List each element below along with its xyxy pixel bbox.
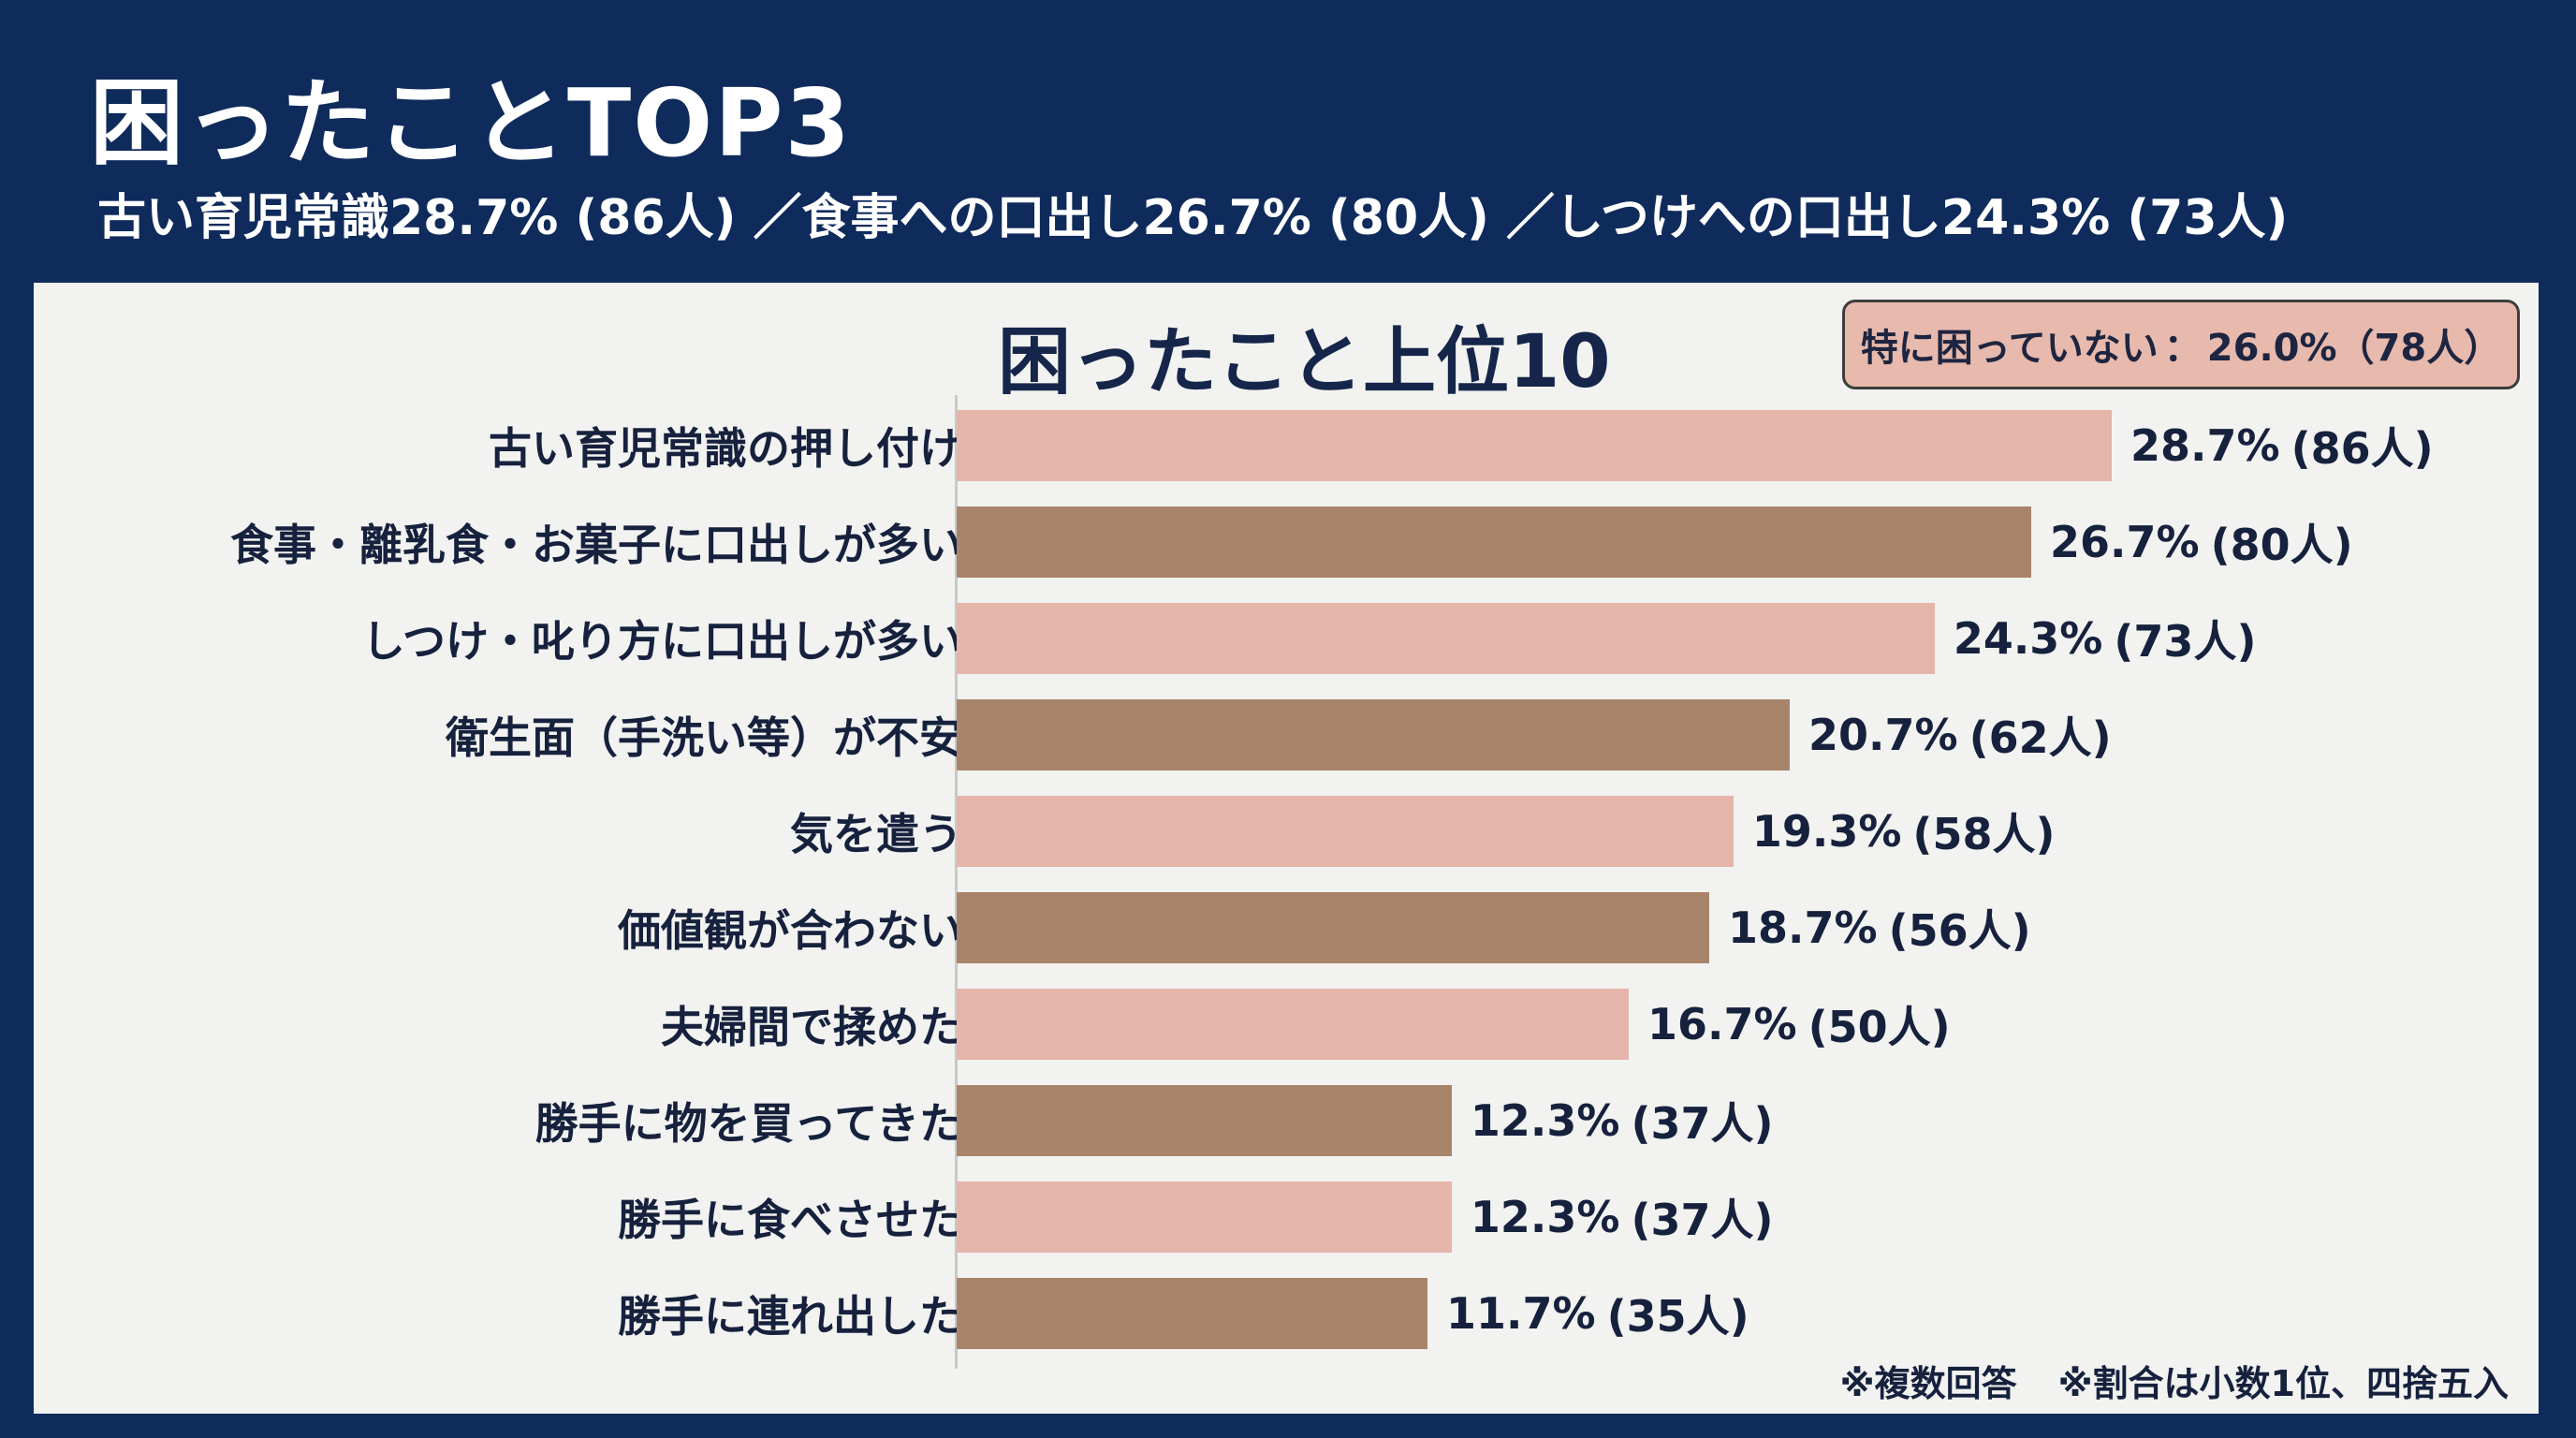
value-label: 26.7% (80人) xyxy=(2050,506,2353,578)
count-label: (86人) xyxy=(2291,423,2434,474)
percent-label: 18.7% xyxy=(1728,902,1878,953)
percent-label: 26.7% xyxy=(2050,517,2200,567)
value-label: 16.7% (50人) xyxy=(1647,989,1951,1060)
count-label: (58人) xyxy=(1912,809,2056,859)
percent-label: 16.7% xyxy=(1647,999,1797,1049)
callout-separator: ： xyxy=(2163,327,2202,370)
value-label: 12.3% (37人) xyxy=(1471,1181,1774,1253)
category-label: 気を遣う xyxy=(790,809,962,859)
category-label: 勝手に物を買ってきた xyxy=(534,1098,962,1149)
bar xyxy=(957,1181,1452,1253)
bar xyxy=(957,506,2031,578)
percent-label: 12.3% xyxy=(1470,1192,1620,1242)
category-label: 勝手に食べさせた xyxy=(618,1195,962,1245)
count-label: (50人) xyxy=(1808,1002,1951,1052)
category-label: 衛生面（手洗い等）が不安 xyxy=(446,712,962,763)
footnote-multiple-answers: ※複数回答 xyxy=(1839,1363,2017,1404)
value-label: 28.7% (86人) xyxy=(2130,410,2434,481)
callout-label: 特に困っていない xyxy=(1860,327,2159,370)
bar xyxy=(957,989,1630,1060)
bar-row: 夫婦間で揉めた 16.7% (50人) xyxy=(34,989,2539,1060)
bar xyxy=(957,796,1734,867)
page-subtitle: 古い育児常識28.7% (86人) ／食事への口出し26.7% (80人) ／し… xyxy=(97,190,2289,246)
bar-row: しつけ・叱り方に口出しが多い 24.3% (73人) xyxy=(34,603,2539,674)
bar-row: 勝手に連れ出した 11.7% (35人) xyxy=(34,1278,2539,1349)
bar-row: 古い育児常識の押し付け 28.7% (86人) xyxy=(34,410,2539,481)
value-label: 24.3% (73人) xyxy=(1954,603,2257,674)
category-label: 勝手に連れ出した xyxy=(618,1291,962,1342)
value-label: 18.7% (56人) xyxy=(1728,892,2031,963)
count-label: (73人) xyxy=(2114,616,2257,667)
page-title: 困ったことTOP3 xyxy=(90,68,853,178)
count-label: (80人) xyxy=(2210,520,2353,570)
bar xyxy=(957,603,1935,674)
bar xyxy=(957,1085,1452,1156)
percent-label: 28.7% xyxy=(2130,420,2280,471)
callout-value: 26.0%（78人） xyxy=(2206,327,2502,370)
bar-row: 食事・離乳食・お菓子に口出しが多い 26.7% (80人) xyxy=(34,506,2539,578)
count-label: (35人) xyxy=(1606,1291,1749,1342)
count-label: (37人) xyxy=(1631,1195,1774,1245)
category-label: しつけ・叱り方に口出しが多い xyxy=(361,616,962,667)
category-label: 夫婦間で揉めた xyxy=(661,1002,962,1052)
percent-label: 12.3% xyxy=(1470,1095,1620,1146)
percent-label: 19.3% xyxy=(1751,806,1902,857)
category-label: 食事・離乳食・お菓子に口出しが多い xyxy=(230,520,962,570)
bar-row: 勝手に物を買ってきた 12.3% (37人) xyxy=(34,1085,2539,1156)
not-troubled-callout: 特に困っていない ： 26.0%（78人） xyxy=(1842,300,2520,389)
bar-row: 勝手に食べさせた 12.3% (37人) xyxy=(34,1181,2539,1253)
bar xyxy=(957,892,1710,963)
percent-label: 20.7% xyxy=(1808,710,1958,760)
count-label: (37人) xyxy=(1631,1098,1774,1149)
chart-panel: 困ったこと上位10 特に困っていない ： 26.0%（78人） 古い育児常識の押… xyxy=(34,283,2539,1414)
count-label: (56人) xyxy=(1888,905,2031,956)
value-label: 11.7% (35人) xyxy=(1446,1278,1749,1349)
bar-row: 衛生面（手洗い等）が不安 20.7% (62人) xyxy=(34,699,2539,770)
category-axis-line xyxy=(955,395,958,1369)
bar-row: 価値観が合わない 18.7% (56人) xyxy=(34,892,2539,963)
percent-label: 24.3% xyxy=(1953,613,2103,664)
bar xyxy=(957,699,1791,770)
value-label: 12.3% (37人) xyxy=(1471,1085,1774,1156)
value-label: 20.7% (62人) xyxy=(1808,699,2112,770)
bar xyxy=(957,410,2112,481)
category-label: 価値観が合わない xyxy=(618,905,962,956)
value-label: 19.3% (58人) xyxy=(1752,796,2056,867)
bar xyxy=(957,1278,1428,1349)
category-label: 古い育児常識の押し付け xyxy=(489,423,962,474)
bar-row: 気を遣う 19.3% (58人) xyxy=(34,796,2539,867)
percent-label: 11.7% xyxy=(1446,1288,1596,1339)
count-label: (62人) xyxy=(1969,712,2112,763)
footnote-rounding: ※割合は小数1位、四捨五入 xyxy=(2057,1363,2509,1404)
footnotes: ※複数回答 ※割合は小数1位、四捨五入 xyxy=(1840,1355,2509,1406)
chart-title: 困ったこと上位10 xyxy=(998,320,1611,404)
